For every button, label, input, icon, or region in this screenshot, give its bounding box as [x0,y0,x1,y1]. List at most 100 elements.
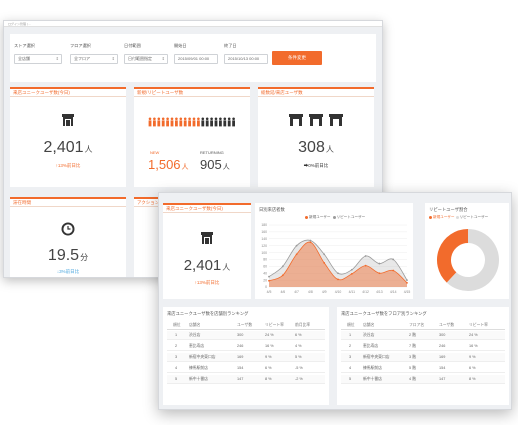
header-users: ユーザ数 [237,323,253,327]
table-cell: 300 [439,333,446,337]
y-tick-label: 40 [263,271,267,275]
returning-value: 905 [200,157,222,172]
end-date-value: 2015/10/13 00:00 [228,56,260,61]
end-date-label: 終了日 [224,43,237,48]
table-cell: 練馬駅前店 [363,366,382,370]
y-tick-label: 100 [261,251,267,255]
store-select[interactable]: 全店舗 ⇕ [14,54,62,64]
data-point [406,279,408,282]
x-tick-label: 4/10 [335,290,342,294]
table-cell: 4 階 [409,377,416,381]
donut-chart [437,229,499,291]
table-cell: 5 階 [409,366,416,370]
table-cell: 渋谷店 [363,333,375,337]
person-icon [183,117,187,127]
store-icon [62,114,74,126]
person-icon [227,117,231,127]
table-cell: 新宿中央東口店 [189,355,216,359]
header-users: ユーザ数 [439,323,455,327]
y-tick-label: 80 [263,258,267,262]
person-icon [214,117,218,127]
x-tick-label: 4/8 [308,290,313,294]
store-select-value: 全店舗 [18,56,30,61]
table-cell: 3 [175,355,178,359]
table-cell: 新中十番店 [363,377,382,381]
front-unique-unit: 人 [222,263,231,272]
table-cell: 2 [349,344,352,348]
clock-icon [61,222,75,236]
person-icon [197,117,200,127]
visits-card: 総数延/来店ユーザ数 308人 ➡0%前日比 [258,87,374,187]
chevron-updown-icon: ⇕ [161,56,165,61]
table-cell: 147 [439,377,446,381]
donut-legend: 新規ユーザー リピートユーザー [429,215,488,220]
store-ranking-table: 来店ユニークユーザ数を店舗別ランキング 順位 店舗名 ユーザ数 リピート率 前月… [163,307,329,405]
table-row: 2 恵比寿店 7 階 246 16 % [341,342,505,351]
x-tick-label: 4/11 [349,290,355,294]
legend-swatch-new [305,215,308,219]
floor-select[interactable]: 全フロア ⇕ [70,54,118,64]
date-range-label: 日付範囲 [124,43,141,48]
header-repeat: リピート率 [265,323,284,327]
person-icon [201,117,205,127]
table-cell: 6 % [295,333,302,337]
table-cell: 4 [349,366,352,370]
chart-legend: 新規ユーザー リピートユーザー [305,215,365,220]
store-icon [201,232,213,244]
y-tick-label: 160 [261,230,267,234]
store-label: ストア選択 [14,43,35,48]
header-store: 店舗名 [363,323,375,327]
table-row: 2 恵比寿店 246 16 % 4 % [167,342,325,351]
date-range-select[interactable]: 日付範囲指定 ⇕ [124,54,168,64]
new-unit: 人 [181,164,189,171]
table-cell: 169 [237,355,244,359]
donut-title: リピートユーザ割合 [429,207,468,212]
table-cell: 恵比寿店 [363,344,379,348]
person-icon [175,117,178,127]
search-button[interactable]: 条件変更 [272,51,322,65]
table-row: 5 新中十番店 147 8 % -2 % [167,375,325,384]
x-tick-label: 4/6 [280,290,285,294]
area-chart: 0 20 40 60 80 100 120 140 160 180 4/5 4/6 4/7 4/8 4/9 4… [261,223,410,294]
visits-change: ➡0%前日比 [303,163,329,168]
front-unique-value-line: 2,401人 [163,257,251,274]
card-title: 来店ユニークユーザ数(今日) [163,203,251,213]
table-cell: 7 階 [409,344,416,348]
header-rank: 順位 [347,323,355,327]
chevron-updown-icon: ⇕ [55,56,59,61]
start-date-input[interactable]: 2015/09/01 00:00 [174,54,218,64]
header-mom: 前月比率 [295,323,311,327]
table-cell: 24 % [265,333,274,337]
returning-label: RETURNING [200,150,224,155]
data-point [323,253,326,256]
header-repeat: リピート率 [469,323,488,327]
front-unique-change: ↑13%前日比 [194,280,220,285]
table-header: 順位 店舗名 ユーザ数 リピート率 前月比率 [167,321,325,330]
end-date-input[interactable]: 2015/10/13 00:00 [224,54,268,64]
data-point [281,274,284,277]
person-icon [170,117,174,127]
data-point [350,273,353,275]
table-row: 3 新宿中央東口店 169 9 % 5 % [167,353,325,362]
person-icon [153,117,156,127]
legend-swatch-repeat [332,215,336,219]
table-cell: 3 [349,355,352,359]
table-cell: 8 % [265,377,272,381]
unique-users-card: 来店ユニークユーザ数(今日) 2,401人 ↑13%前日比 [10,87,126,187]
table-cell: 練馬駅前店 [189,366,208,370]
table-cell: 16 % [265,344,274,348]
filter-panel: ストア選択 全店舗 ⇕ フロア選択 全フロア ⇕ 日付範囲 日付範囲指定 ⇕ 開… [10,34,376,82]
person-icon [232,117,235,127]
date-range-value: 日付範囲指定 [128,56,152,61]
table-cell: 8 % [469,377,476,381]
y-tick-label: 0 [265,285,267,289]
legend-label-new: 新規ユーザー [433,215,455,219]
person-icon [219,117,222,127]
x-tick-label: 4/13 [376,290,383,294]
table-cell: 147 [237,377,244,381]
table-cell: 4 % [295,344,302,348]
data-point [337,278,339,281]
floor-select-value: 全フロア [74,56,90,61]
series-area [269,240,407,287]
table-cell: 9 % [469,355,476,359]
